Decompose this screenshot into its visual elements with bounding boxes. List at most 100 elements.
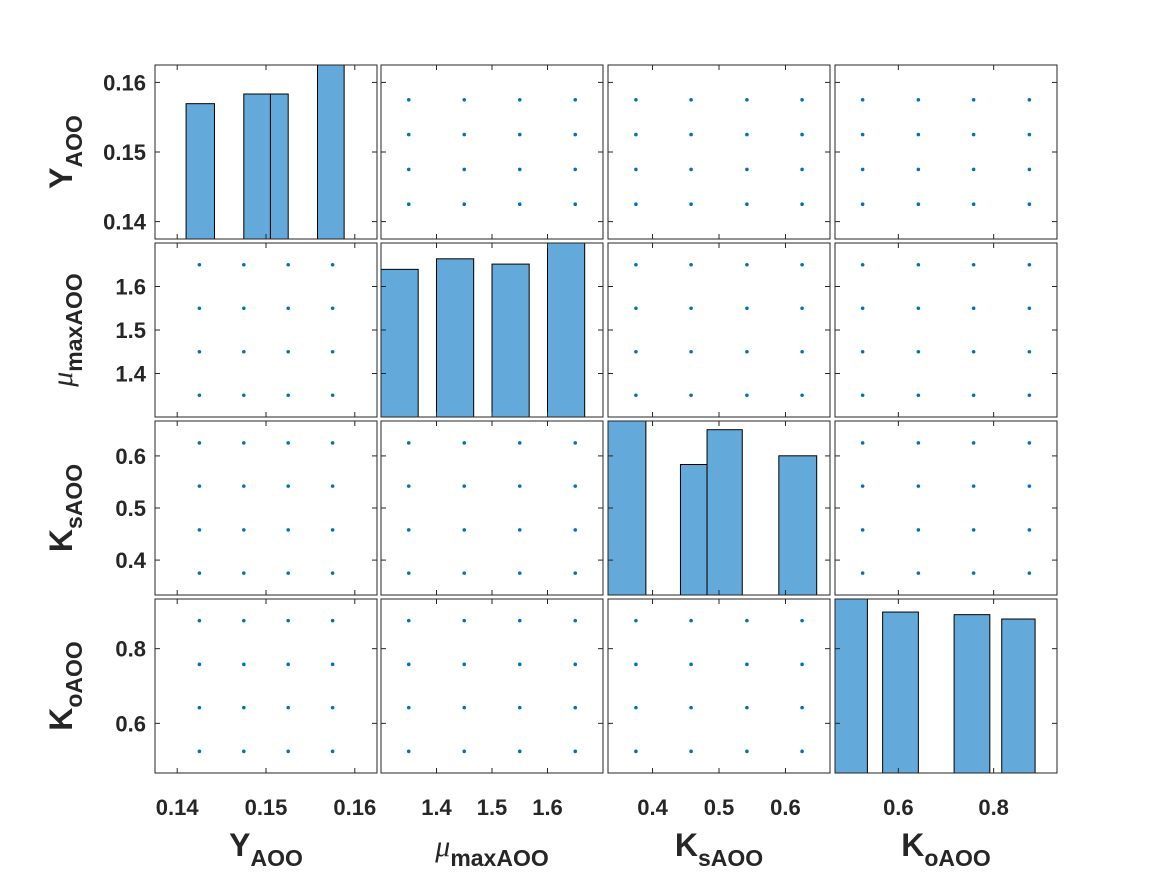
panel-background	[608, 599, 830, 773]
scatter-point	[971, 571, 976, 575]
scatter-point	[517, 662, 522, 667]
scatter-point	[634, 662, 638, 667]
scatter-point	[689, 349, 693, 354]
scatter-point	[689, 705, 693, 710]
scatter-point	[517, 528, 522, 532]
histogram-bar	[607, 420, 647, 596]
scatter-point	[916, 484, 921, 488]
scatter-point	[800, 167, 804, 172]
scatter-point	[242, 484, 246, 488]
panel-background	[381, 421, 603, 595]
scatter-point	[462, 167, 467, 172]
scatter-point	[197, 349, 202, 354]
y-axis-label-group: μmaxAOO	[46, 273, 87, 388]
scatter-point	[634, 705, 638, 710]
scatter-point	[197, 393, 202, 398]
scatter-point	[462, 528, 467, 532]
scatter-point	[286, 349, 291, 354]
scatter-point	[860, 441, 865, 445]
scatter-point	[330, 262, 335, 267]
scatter-point	[330, 618, 335, 623]
scatter-point	[197, 705, 202, 710]
scatter-point	[462, 132, 467, 137]
scatter-point	[1027, 132, 1032, 137]
x-tick-label: 0.6	[770, 795, 801, 820]
scatter-point	[406, 749, 411, 754]
histogram-bar	[243, 93, 271, 240]
scatter-point	[286, 441, 291, 445]
y-tick-label: 0.5	[115, 496, 146, 521]
y-tick-label: 0.15	[103, 140, 146, 165]
panel-r3-c1	[380, 598, 604, 774]
scatter-point	[197, 749, 202, 754]
scatter-point	[689, 262, 693, 267]
scatter-point	[745, 749, 749, 754]
scatter-point	[286, 262, 291, 267]
scatter-point	[634, 618, 638, 623]
axis-label-symbol: K	[43, 708, 79, 731]
x-tick-label: 1.5	[477, 795, 508, 820]
scatter-point	[242, 571, 246, 575]
panel-background	[155, 243, 377, 417]
scatter-point	[197, 306, 202, 311]
panel-frame	[834, 242, 1058, 418]
histogram-bar	[185, 103, 215, 240]
scatter-point	[800, 132, 804, 137]
scatter-point	[286, 528, 291, 532]
scatter-point	[330, 749, 335, 754]
panel-frame	[154, 598, 378, 774]
scatter-point	[971, 98, 976, 102]
y-tick-label: 0.8	[115, 637, 146, 662]
scatter-point	[406, 618, 411, 623]
scatter-point	[689, 167, 693, 172]
scatter-point	[197, 618, 202, 623]
scatter-point	[916, 167, 921, 172]
scatter-point	[330, 571, 335, 575]
scatter-point	[517, 441, 522, 445]
scatter-point	[800, 618, 804, 623]
panel-r2-c0	[154, 420, 378, 596]
panel-background	[835, 421, 1057, 595]
scatter-point	[745, 306, 749, 311]
scatter-point	[197, 571, 202, 575]
scatter-point	[573, 571, 578, 575]
scatter-point	[800, 349, 804, 354]
scatter-point	[634, 132, 638, 137]
scatter-point	[634, 202, 638, 206]
scatter-point	[971, 441, 976, 445]
scatter-point	[860, 528, 865, 532]
scatter-point	[689, 618, 693, 623]
scatter-point	[573, 662, 578, 667]
scatter-point	[242, 749, 246, 754]
panel-r0-c0	[154, 64, 378, 240]
scatter-point	[242, 393, 246, 398]
axis-label-subscript: sAOO	[61, 464, 87, 529]
histogram-bar	[679, 464, 708, 596]
scatter-point	[634, 749, 638, 754]
x-tick-label: 0.4	[637, 795, 668, 820]
x-axis-label: YAOO	[229, 827, 303, 871]
x-tick-label: 0.16	[333, 795, 376, 820]
panel-background	[835, 243, 1057, 417]
scatter-point	[242, 349, 246, 354]
panel-frame	[380, 242, 604, 418]
scatter-point	[634, 262, 638, 267]
panel-r0-c2	[607, 64, 831, 240]
scatter-point	[916, 393, 921, 398]
axis-label-subscript: maxAOO	[450, 845, 548, 871]
axis-label-symbol: μ	[434, 830, 450, 863]
scatter-point	[1027, 349, 1032, 354]
scatter-point	[1027, 167, 1032, 172]
scatter-point	[330, 306, 335, 311]
scatter-point	[745, 349, 749, 354]
scatter-point	[916, 306, 921, 311]
scatter-point	[286, 571, 291, 575]
scatter-point	[406, 202, 411, 206]
scatter-point	[242, 306, 246, 311]
scatter-point	[916, 132, 921, 137]
scatter-point	[286, 662, 291, 667]
axis-label-subscript: maxAOO	[61, 273, 87, 371]
panel-r1-c2	[607, 242, 831, 418]
panel-r2-c3	[834, 420, 1058, 596]
